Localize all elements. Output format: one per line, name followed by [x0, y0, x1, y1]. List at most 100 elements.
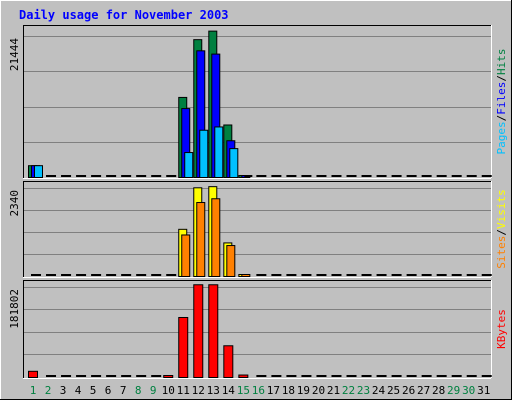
panel-visits-empty-day	[121, 274, 132, 276]
x-tick-label: 10	[162, 384, 175, 397]
chart-panels: 21444Pages/Files/Hits2340Sites/Visits181…	[8, 25, 508, 379]
bar-kbytes	[223, 345, 234, 379]
panel-hits-empty-day	[331, 175, 342, 177]
panel-kbytes-plot-area	[23, 280, 491, 378]
panel-kbytes-legend: KBytes	[495, 309, 508, 349]
bar-sites	[241, 274, 251, 277]
panel-kbytes-empty-day	[316, 375, 327, 377]
panel-hits-empty-day	[436, 175, 447, 177]
bar-sites	[181, 234, 191, 278]
panel-hits-empty-day	[361, 175, 372, 177]
x-tick-label: 29	[447, 384, 460, 397]
panel-visits-empty-day	[91, 274, 102, 276]
panel-kbytes-empty-day	[76, 375, 87, 377]
bar-pages	[199, 129, 209, 178]
panel-visits-empty-day	[76, 274, 87, 276]
panel-kbytes-empty-day	[451, 375, 462, 377]
bar-sites	[196, 202, 206, 277]
panel-kbytes-empty-day	[46, 375, 57, 377]
panel-hits-empty-day	[91, 175, 102, 177]
x-tick-label: 30	[462, 384, 475, 397]
panel-hits-empty-day	[46, 175, 57, 177]
x-tick-label: 23	[357, 384, 370, 397]
panel-visits-plot-area	[23, 181, 491, 277]
x-tick-label: 26	[402, 384, 415, 397]
panel-hits-empty-day	[316, 175, 327, 177]
panel-kbytes-empty-day	[466, 375, 477, 377]
x-tick-label: 31	[477, 384, 490, 397]
panel-hits-empty-day	[166, 175, 177, 177]
x-tick-label: 22	[342, 384, 355, 397]
panel-kbytes-empty-day	[271, 375, 282, 377]
x-tick-label: 1	[30, 384, 37, 397]
x-tick-label: 8	[135, 384, 142, 397]
x-tick-label: 21	[327, 384, 340, 397]
panel-hits-empty-day	[406, 175, 417, 177]
panel-hits-plot-area	[23, 25, 491, 178]
panel-visits-empty-day	[151, 274, 162, 276]
panel-hits-empty-day	[466, 175, 477, 177]
panel-visits-legend-part: Sites	[495, 236, 508, 269]
panel-hits-empty-day	[136, 175, 147, 177]
bar-pages	[214, 126, 224, 179]
panel-hits-empty-day	[481, 175, 492, 177]
panel-kbytes-empty-day	[301, 375, 312, 377]
panel-hits-empty-day	[106, 175, 117, 177]
x-tick-label: 20	[312, 384, 325, 397]
panel-hits-empty-day	[121, 175, 132, 177]
panel-hits-empty-day	[151, 175, 162, 177]
panel-kbytes-empty-day	[286, 375, 297, 377]
panel-kbytes-empty-day	[421, 375, 432, 377]
panel-visits-empty-day	[406, 274, 417, 276]
bar-sites	[226, 245, 236, 278]
panel-visits-empty-day	[31, 274, 41, 276]
x-tick-label: 3	[60, 384, 67, 397]
x-tick-label: 14	[222, 384, 236, 397]
x-axis: 1 2 3 4 5 6 7 8 9 10 11 12 13 14 15 16 17 18 19 20 21 22 23 24 2…	[30, 384, 491, 397]
panel-hits-legend: Pages/Files/Hits	[495, 49, 508, 155]
panel-visits-empty-day	[271, 274, 282, 276]
panel-kbytes-empty-day	[106, 375, 117, 377]
bar-kbytes	[193, 284, 204, 378]
x-tick-label: 11	[177, 384, 190, 397]
panel-hits-empty-day	[421, 175, 432, 177]
panel-kbytes-empty-day	[136, 375, 147, 377]
panel-kbytes-empty-day	[256, 375, 267, 377]
x-tick-label: 16	[252, 384, 265, 397]
panel-hits-legend-part: /	[495, 115, 508, 122]
panel-visits-empty-day	[256, 274, 267, 276]
bar-sites	[211, 198, 221, 277]
x-tick-label: 6	[105, 384, 112, 397]
panel-kbytes-empty-day	[376, 375, 387, 377]
panel-hits-legend-part: Files	[495, 82, 508, 115]
x-tick-label: 28	[432, 384, 445, 397]
panel-kbytes-empty-day	[436, 375, 447, 377]
bar-kbytes	[178, 316, 189, 378]
panel-kbytes: 181802 KBytes	[8, 280, 508, 379]
panel-kbytes-empty-day	[151, 375, 162, 377]
panel-visits-empty-day	[391, 274, 402, 276]
x-tick-label: 9	[150, 384, 157, 397]
panel-visits-empty-day	[46, 274, 57, 276]
x-tick-label: 2	[45, 384, 52, 397]
x-tick-label: 4	[75, 384, 82, 397]
panel-visits-legend: Sites/Visits	[495, 189, 508, 269]
panel-visits-empty-day	[106, 274, 117, 276]
panel-kbytes-empty-day	[346, 375, 357, 377]
panel-visits-empty-day	[376, 274, 387, 276]
panel-kbytes-empty-day	[406, 375, 417, 377]
panel-visits-max-label: 2340	[8, 190, 21, 217]
panel-kbytes-legend-part: KBytes	[495, 309, 508, 349]
panel-visits-legend-part: Visits	[495, 189, 508, 229]
x-tick-label: 12	[192, 384, 205, 397]
bar-kbytes	[163, 375, 174, 378]
x-tick-label: 19	[297, 384, 310, 397]
chart-title: Daily usage for November 2003	[19, 8, 229, 22]
panel-visits-empty-day	[466, 274, 477, 276]
x-tick-label: 27	[417, 384, 430, 397]
panel-hits-empty-day	[61, 175, 72, 177]
panel-kbytes-max-label: 181802	[8, 289, 21, 329]
panel-hits-legend-part: /	[495, 75, 508, 82]
panel-hits-empty-day	[301, 175, 312, 177]
panel-visits-legend-part: /	[495, 229, 508, 236]
